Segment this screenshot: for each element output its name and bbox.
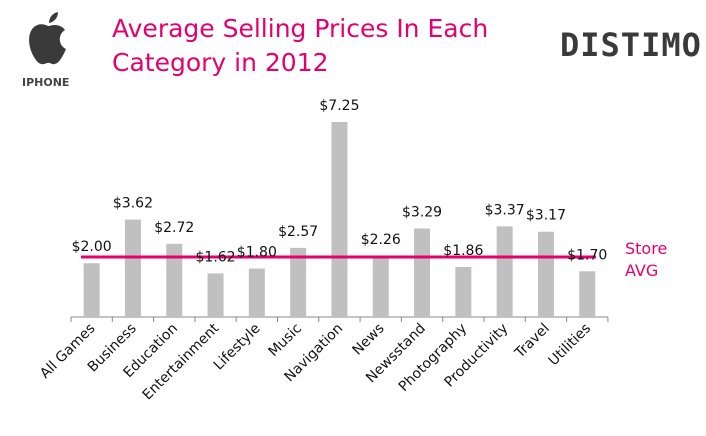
data-label: $2.72: [154, 220, 194, 236]
bar-lifestyle: [248, 268, 265, 317]
data-label: $1.62: [196, 249, 236, 265]
data-label: $3.29: [402, 205, 442, 221]
apple-icon: [29, 12, 66, 65]
bar-productivity: [496, 226, 513, 317]
bar-navigation: [331, 122, 348, 317]
title-line-1: Average Selling Prices In Each: [112, 14, 489, 43]
data-label: $2.57: [278, 224, 318, 240]
distimo-logo: DISTIMO: [560, 26, 702, 64]
bar-business: [124, 219, 141, 317]
bar-travel: [537, 231, 554, 317]
x-tick-label: All Games: [37, 321, 98, 382]
data-label: $3.37: [485, 202, 525, 218]
data-label: $1.80: [237, 245, 277, 261]
data-label: $2.26: [361, 232, 401, 248]
data-label: $3.62: [113, 196, 153, 212]
data-label: $7.25: [319, 98, 359, 114]
store-avg-label: AVG: [625, 261, 658, 280]
bar-education: [166, 243, 183, 317]
x-tick-label: News: [350, 321, 388, 359]
x-tick-label: Music: [265, 321, 304, 360]
data-label: $1.70: [567, 247, 607, 263]
data-label: $2.00: [72, 239, 112, 255]
bar-news: [372, 256, 389, 317]
bar-utilities: [579, 271, 596, 317]
iphone-label: IPHONE: [22, 76, 70, 89]
chart-title: Average Selling Prices In Each Category …: [112, 12, 488, 80]
store-avg-label: Store: [625, 239, 667, 258]
data-label: $1.86: [443, 243, 483, 259]
bar-music: [290, 247, 307, 317]
x-tick-label: Utilities: [545, 321, 594, 370]
bar-entertainment: [207, 273, 224, 317]
data-label: $3.17: [526, 208, 566, 224]
bar-newsstand: [414, 228, 431, 317]
bar-all-games: [83, 263, 100, 317]
title-line-2: Category in 2012: [112, 48, 329, 77]
bar-photography: [455, 266, 472, 317]
